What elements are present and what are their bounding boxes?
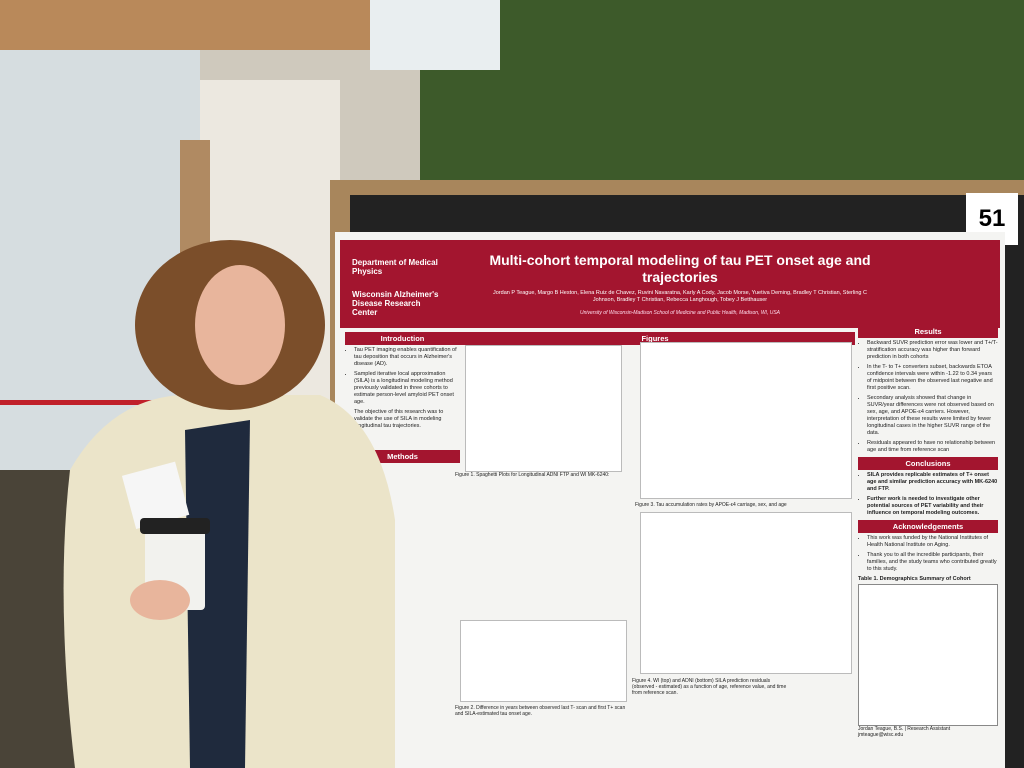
figure-caption: Figure 4. WI (top) and ADNI (bottom) SIL… [632,678,787,696]
footer: Jordan Teague, B.S. | Research Assistant [858,726,951,732]
authors: Jordan P Teague, Margo B Heston, Elena R… [493,290,867,303]
table-title: Table 1. Demographics Summary of Cohort [858,576,971,582]
bullet: In the T- to T+ converters subset, backw… [867,364,998,392]
bullet: Residuals appeared to have no relationsh… [867,440,998,454]
logo: Wisconsin Alzheimer's Disease Research C… [352,290,439,317]
figure-plot [465,345,622,472]
section-heading: Introduction [345,332,460,345]
figure-plot [640,342,852,499]
skylight [370,0,500,70]
bullet: Secondary analysis showed that change in… [867,395,998,437]
bullet: Sampled iterative local approximation (S… [354,371,460,406]
bullet: The objective of this research was to va… [354,409,460,430]
figure-caption: Figure 2. Difference in years between ob… [455,705,626,717]
bullet: Backward SUVR prediction error was lower… [867,340,998,361]
bullet-list: This work was funded by the National Ins… [858,535,998,573]
figure-caption: Figure 1. Spaghetti Plots for Longitudin… [455,472,610,478]
section-heading: Acknowledgements [858,520,998,533]
results-column: Results Backward SUVR prediction error w… [858,325,998,738]
bullet-list: Backward SUVR prediction error was lower… [858,340,998,454]
section-heading: Results [858,325,998,338]
bullet: SILA provides replicable estimates of T+… [867,472,998,493]
badge [121,461,190,530]
affiliation: University of Wisconsin-Madison School o… [579,310,781,316]
figure-caption: Figure 3. Tau accumulation rates by APOE… [635,502,787,508]
table [858,584,998,726]
poster-title: Multi-cohort temporal modeling of tau PE… [489,252,871,285]
cup-lid [140,518,210,534]
bullet: Further work is needed to investigate ot… [867,496,998,517]
bullet-list: SILA provides replicable estimates of T+… [858,472,998,517]
footer: jmteague@wisc.edu [858,732,904,738]
face [195,265,285,385]
bullet: This work was funded by the National Ins… [867,535,998,549]
bullet-list: Tau PET imaging enables quantification o… [345,347,460,430]
hand [130,580,190,620]
bullet: Thank you to all the incredible particip… [867,552,998,573]
bullet: Tau PET imaging enables quantification o… [354,347,460,368]
tree [420,0,1024,185]
logo: Department of Medical Physics [352,258,438,276]
poster-header [340,240,1000,328]
top [185,420,250,768]
section-heading: Figures [455,332,855,345]
figure-plot [460,620,627,702]
section-heading: Conclusions [858,457,998,470]
figure-plot [640,512,852,674]
ceiling-wood [0,0,400,50]
figures-column: Figures [455,332,855,345]
